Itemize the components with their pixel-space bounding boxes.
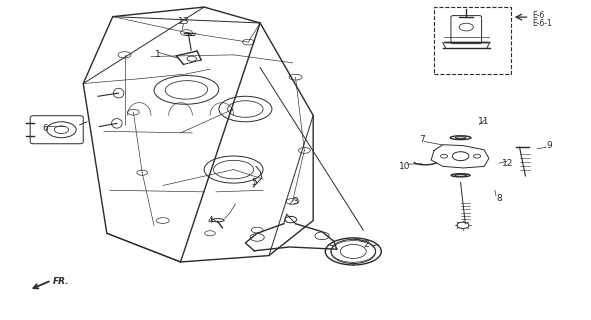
Text: 4: 4	[207, 216, 213, 225]
Text: 2: 2	[363, 240, 369, 249]
Text: 1: 1	[155, 50, 161, 59]
Text: 10: 10	[399, 162, 410, 171]
Text: 5: 5	[251, 178, 257, 187]
Text: 7: 7	[420, 135, 425, 144]
Text: 13: 13	[178, 17, 189, 26]
Text: 11: 11	[479, 117, 490, 126]
Text: 9: 9	[546, 141, 552, 150]
Bar	[434, 7, 511, 74]
Text: 3: 3	[293, 197, 298, 206]
Text: 12: 12	[502, 159, 514, 168]
Text: E-6: E-6	[532, 11, 544, 20]
Text: E-6-1: E-6-1	[532, 19, 552, 28]
Text: 8: 8	[496, 194, 502, 203]
Text: FR.: FR.	[53, 276, 69, 285]
Text: 6: 6	[42, 124, 48, 132]
